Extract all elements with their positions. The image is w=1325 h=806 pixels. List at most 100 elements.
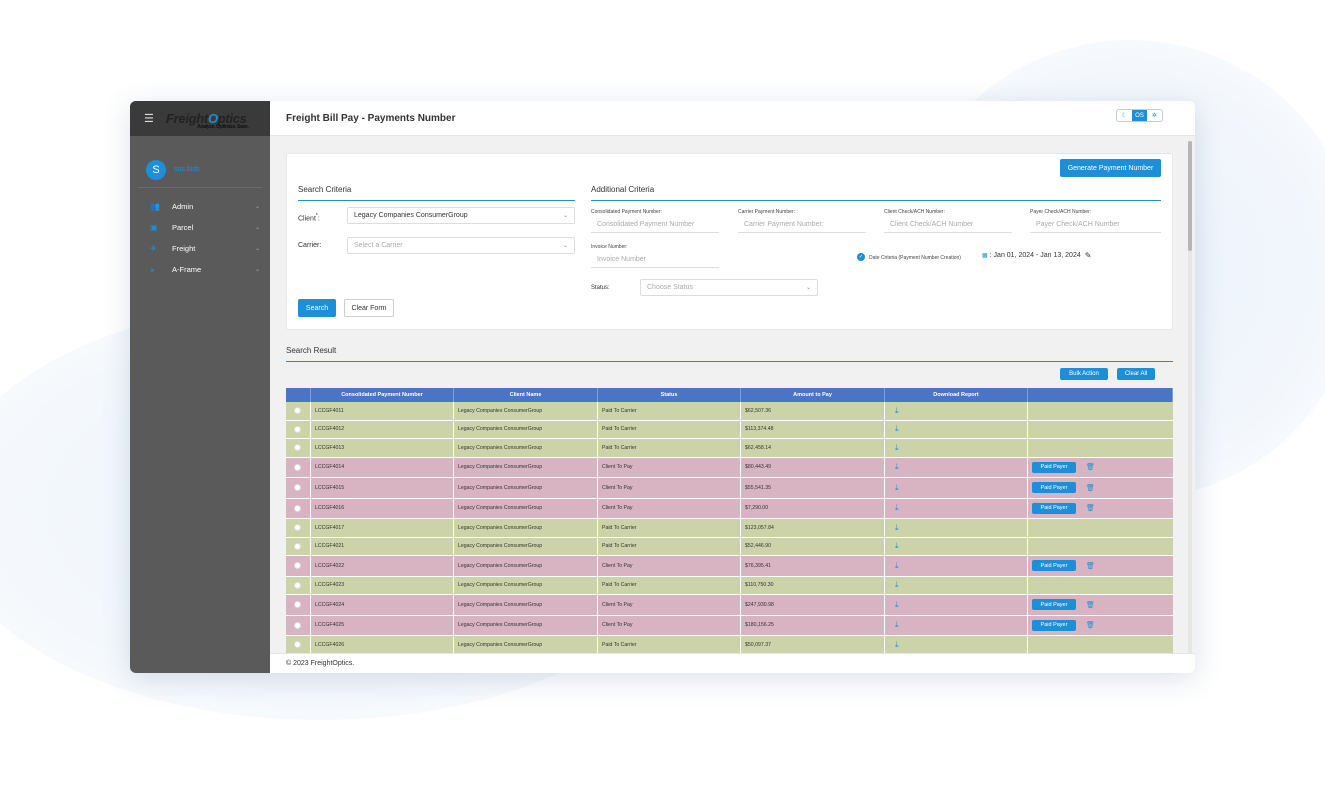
clear-all-button[interactable]: Clear All: [1117, 368, 1155, 380]
users-icon: 👥: [150, 202, 160, 211]
paid-payer-button[interactable]: Paid Payer: [1032, 461, 1076, 473]
sun-icon[interactable]: ✲: [1151, 113, 1158, 119]
row-select-radio[interactable]: [294, 542, 301, 550]
client-name-cell: Legacy Companies ConsumerGroup: [454, 615, 598, 635]
row-select-cell: [286, 537, 311, 555]
download-icon[interactable]: ⤓: [895, 639, 899, 649]
trash-icon[interactable]: 🗑: [1086, 562, 1095, 570]
download-icon[interactable]: ⤓: [895, 599, 899, 609]
sidebar-item-label: Freight: [172, 244, 196, 253]
download-icon[interactable]: ⤓: [895, 522, 899, 532]
download-icon[interactable]: ⤓: [895, 462, 899, 472]
table-row: LCCGF4017 Legacy Companies ConsumerGroup P…: [286, 519, 1173, 538]
sidebar: ☰ FreightOptics Analyze. Optimize. Save. …: [130, 101, 270, 673]
main-content: Freight Bill Pay - Payments Number ☾ OS …: [270, 101, 1195, 673]
invoice-input[interactable]: Invoice Number: [591, 252, 719, 268]
generate-payment-number-button[interactable]: Generate Payment Number: [1060, 159, 1161, 177]
actions-cell: Paid Payer 🗑: [1028, 478, 1173, 498]
bulk-action-button[interactable]: Bulk Action: [1060, 368, 1108, 380]
row-select-cell: [286, 519, 311, 537]
status-cell: Paid To Carrier: [598, 576, 741, 594]
logo: FreightOptics Analyze. Optimize. Save.: [166, 111, 249, 130]
status-cell: Client To Pay: [598, 615, 741, 635]
download-icon[interactable]: ⤓: [895, 405, 899, 415]
row-select-cell: [286, 439, 311, 457]
row-select-radio[interactable]: [294, 562, 301, 570]
trash-icon[interactable]: 🗑: [1086, 601, 1095, 609]
status-select[interactable]: Choose Status ⌄: [640, 279, 818, 296]
table-row: LCCGF4024 Legacy Companies ConsumerGroup C…: [286, 595, 1173, 616]
payer-check-input[interactable]: Payer Check/ACH Number: [1030, 217, 1161, 233]
carrier-select[interactable]: Select a Carrier ⌄: [347, 237, 575, 254]
topbar: Freight Bill Pay - Payments Number ☾ OS …: [270, 101, 1195, 136]
trash-icon[interactable]: 🗑: [1086, 505, 1095, 513]
column-header: [286, 388, 311, 402]
row-select-radio[interactable]: [294, 407, 301, 415]
download-icon[interactable]: ⤓: [895, 424, 899, 434]
row-select-cell: [286, 478, 311, 498]
download-icon[interactable]: ⤓: [895, 482, 899, 492]
row-select-radio[interactable]: [294, 524, 301, 532]
chevron-down-icon: ⌄: [254, 225, 260, 231]
download-icon[interactable]: ⤓: [895, 503, 899, 513]
moon-icon[interactable]: ☾: [1121, 113, 1128, 119]
table-row: LCCGF4014 Legacy Companies ConsumerGroup C…: [286, 457, 1173, 478]
carrier-payment-input[interactable]: Carrier Payment Number:: [738, 217, 866, 233]
paid-payer-button[interactable]: Paid Payer: [1032, 619, 1076, 631]
invoice-label: Invoice Number:: [591, 244, 628, 250]
trash-icon[interactable]: 🗑: [1086, 464, 1095, 472]
row-select-radio[interactable]: [294, 463, 301, 471]
download-icon[interactable]: ⤓: [895, 541, 899, 551]
search-criteria-title: Search Criteria: [298, 185, 352, 194]
additional-criteria-title: Additional Criteria: [591, 185, 655, 194]
user-profile[interactable]: S sos.bids: [138, 136, 262, 188]
row-select-radio[interactable]: [294, 601, 301, 609]
plane-icon: ✈: [150, 244, 157, 253]
download-icon[interactable]: ⤓: [895, 560, 899, 570]
theme-os-option[interactable]: OS: [1132, 110, 1147, 121]
edit-icon[interactable]: ✎: [1084, 251, 1092, 260]
download-cell: ⤓: [885, 457, 1028, 477]
menu-icon[interactable]: ☰: [144, 113, 154, 125]
paid-payer-button[interactable]: Paid Payer: [1032, 599, 1076, 611]
date-range-picker[interactable]: ▦ : Jan 01, 2024 - Jan 13, 2024 ✎: [982, 251, 1091, 260]
scrollbar-track[interactable]: [1188, 141, 1192, 656]
row-select-radio[interactable]: [294, 425, 301, 433]
download-icon[interactable]: ⤓: [895, 620, 899, 630]
row-select-radio[interactable]: [294, 444, 301, 452]
consolidated-payment-input[interactable]: Consolidated Payment Number: [591, 217, 719, 233]
page-title: Freight Bill Pay - Payments Number: [286, 112, 456, 124]
actions-cell: [1028, 402, 1173, 420]
actions-cell: [1028, 519, 1173, 537]
clear-form-button[interactable]: Clear Form: [344, 299, 394, 317]
download-icon[interactable]: ⤓: [895, 580, 899, 590]
download-cell: ⤓: [885, 636, 1028, 654]
row-select-radio[interactable]: [294, 641, 301, 649]
sidebar-item-freight[interactable]: ✈ Freight ⌄: [130, 238, 270, 259]
row-select-radio[interactable]: [294, 504, 301, 512]
paid-payer-button[interactable]: Paid Payer: [1032, 502, 1076, 514]
trash-icon[interactable]: 🗑: [1086, 484, 1095, 492]
paid-payer-button[interactable]: Paid Payer: [1032, 560, 1076, 572]
client-select[interactable]: Legacy Companies ConsumerGroup ⌄: [347, 207, 575, 224]
payment-number-cell: LCCGF4014: [311, 457, 454, 477]
username[interactable]: sos.bids: [174, 166, 200, 173]
sidebar-item-admin[interactable]: 👥 Admin ⌄: [130, 196, 270, 217]
download-icon[interactable]: ⤓: [895, 442, 899, 452]
client-name-cell: Legacy Companies ConsumerGroup: [454, 498, 598, 518]
client-check-input[interactable]: Client Check/ACH Number: [884, 217, 1012, 233]
trash-icon[interactable]: 🗑: [1086, 622, 1095, 630]
paid-payer-button[interactable]: Paid Payer: [1032, 482, 1076, 494]
theme-toggle[interactable]: ☾ OS ✲: [1116, 109, 1163, 122]
row-select-radio[interactable]: [294, 581, 301, 589]
client-name-cell: Legacy Companies ConsumerGroup: [454, 402, 598, 420]
payer-check-label: Payer Check/ACH Number:: [1030, 209, 1092, 215]
sidebar-item-parcel[interactable]: ▣ Parcel ⌄: [130, 217, 270, 238]
avatar[interactable]: S: [146, 159, 166, 180]
date-criteria-checkbox[interactable]: ✓: [857, 253, 865, 261]
scrollbar-thumb[interactable]: [1188, 141, 1192, 251]
search-button[interactable]: Search: [298, 299, 336, 317]
row-select-radio[interactable]: [294, 484, 301, 492]
row-select-radio[interactable]: [294, 621, 301, 629]
sidebar-item-a-frame[interactable]: ⚹ A-Frame ⌄: [130, 259, 270, 280]
